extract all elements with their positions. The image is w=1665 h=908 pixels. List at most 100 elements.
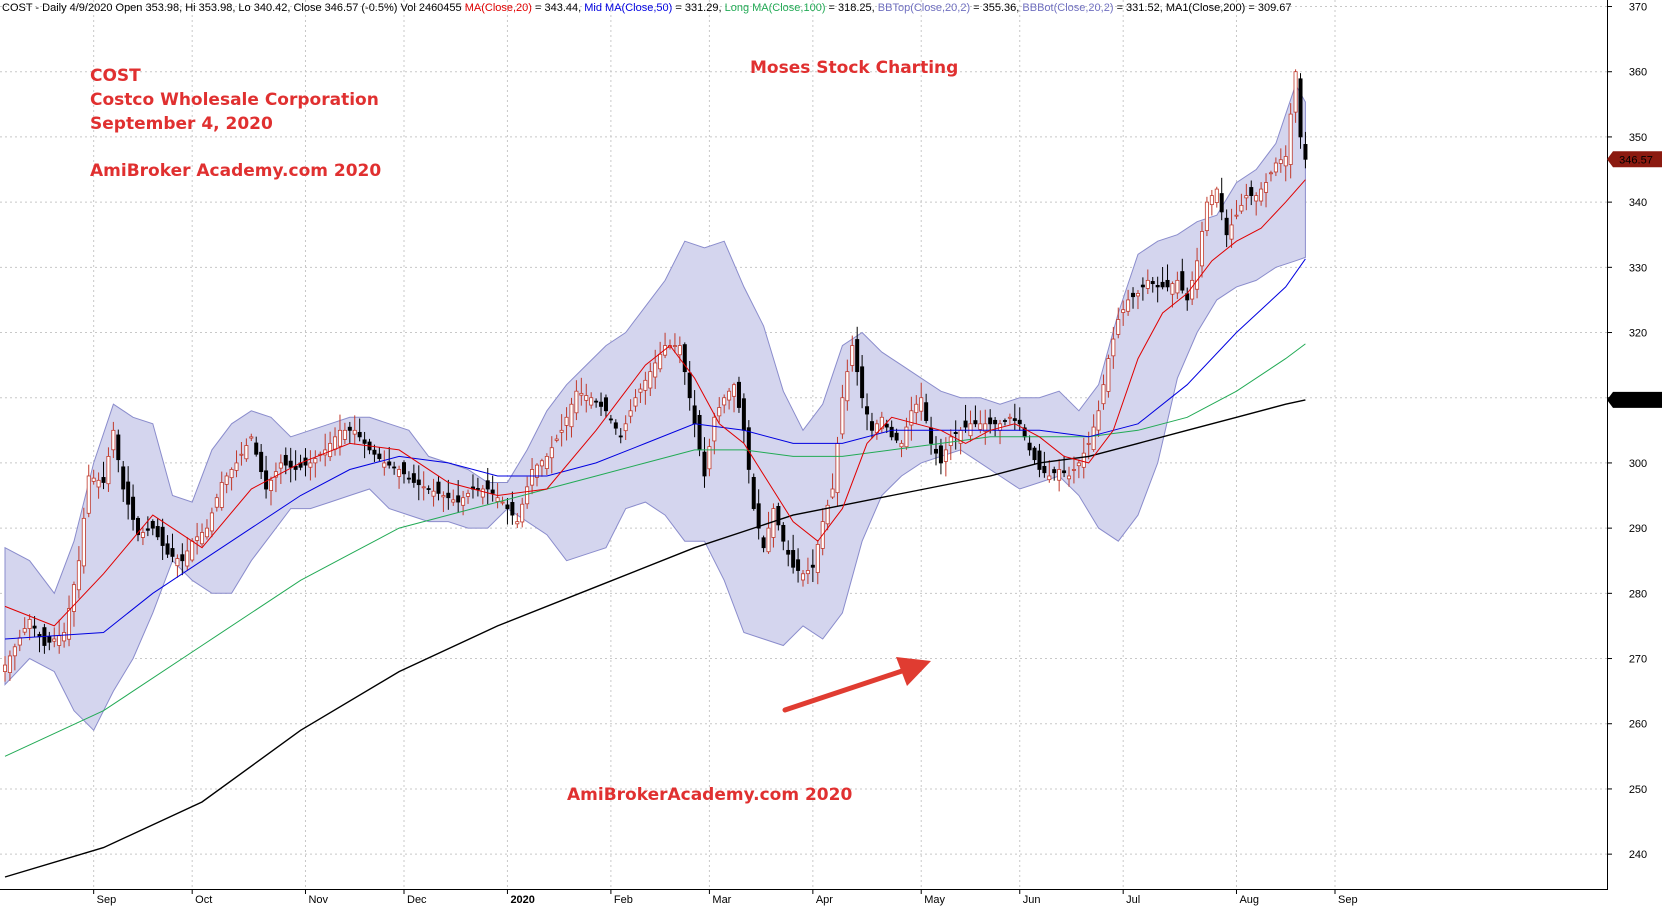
candle [244, 438, 249, 462]
candle [1195, 247, 1200, 299]
candle [544, 453, 549, 475]
candle [924, 393, 929, 424]
candle [313, 450, 318, 478]
candle [766, 511, 771, 554]
annotation-site-bottom: AmiBrokerAcademy.com 2020 [567, 785, 852, 805]
candle [401, 460, 406, 484]
candle [446, 479, 451, 510]
y-tick-label: 270 [1629, 654, 1647, 666]
candle [815, 539, 820, 585]
candle [505, 498, 510, 525]
candle [879, 411, 884, 434]
annotations: COST Costco Wholesale Corporation Septem… [90, 58, 958, 805]
candle [259, 444, 264, 479]
candle [421, 471, 426, 501]
candle [1209, 189, 1214, 216]
candle [564, 407, 569, 441]
y-tick-label: 330 [1629, 262, 1647, 274]
candle [27, 614, 32, 641]
ma200-price-value: 309.669 [1616, 395, 1656, 407]
candle [909, 396, 914, 441]
header-ma50: Mid MA(Close,50) [584, 2, 672, 14]
candle [283, 447, 288, 475]
candle [786, 540, 791, 567]
candle [214, 493, 219, 512]
candle [101, 461, 106, 490]
x-axis-ticks: Sep Oct Nov Dec 2020 Feb Mar Apr May Jun Jul Aug Sep [93, 890, 1358, 906]
x-tick-label: Oct [195, 894, 212, 906]
candle [1076, 459, 1081, 479]
candle [574, 380, 579, 421]
candle [372, 444, 377, 462]
candle [963, 404, 968, 433]
candle [357, 418, 362, 442]
candle [490, 475, 495, 502]
candle [111, 421, 116, 459]
candle [771, 503, 776, 548]
candle [1131, 287, 1136, 309]
candle [76, 546, 81, 599]
candle [47, 631, 52, 651]
candle [219, 471, 224, 511]
header-bbtop-value: = 355.36, [970, 2, 1022, 14]
candle [643, 371, 648, 405]
candle [466, 489, 471, 504]
candle [278, 454, 283, 484]
candle [535, 463, 540, 487]
x-tick-label: Mar [712, 894, 731, 906]
candle [810, 549, 815, 583]
candle [1145, 269, 1150, 295]
candle [1135, 290, 1140, 310]
candle [1234, 200, 1239, 220]
y-tick-label: 320 [1629, 328, 1647, 340]
candle [515, 513, 520, 529]
annotation-company: Costco Wholesale Corporation [90, 90, 379, 110]
candle [613, 419, 618, 435]
candle [1012, 403, 1017, 431]
candle [165, 535, 170, 558]
candle [180, 543, 185, 576]
candle [623, 415, 628, 441]
candle [126, 466, 131, 520]
candle [382, 450, 387, 476]
candle [569, 397, 574, 438]
candle [1140, 277, 1145, 301]
candle [431, 478, 436, 507]
y-tick-label: 370 [1629, 2, 1647, 14]
candle [1268, 170, 1273, 182]
header-ma200: MA1(Close,200) [1166, 2, 1245, 14]
candle [121, 461, 126, 502]
x-tick-label: Feb [614, 894, 633, 906]
candle [175, 554, 180, 578]
annotation-date: September 4, 2020 [90, 114, 273, 134]
candle [672, 333, 677, 354]
candle [52, 627, 57, 648]
candle [7, 650, 12, 681]
candle [1283, 145, 1288, 182]
candle [702, 437, 707, 488]
candle [717, 397, 722, 423]
candle [1249, 180, 1254, 206]
candle [594, 398, 599, 408]
annotation-site-left: AmiBroker Academy.com 2020 [90, 161, 381, 181]
candle [96, 472, 101, 499]
candle [328, 431, 333, 462]
candle [860, 355, 865, 409]
candle [943, 437, 948, 477]
candle [229, 467, 234, 491]
candle [697, 410, 702, 457]
candle [1067, 466, 1072, 487]
header-ma100-value: = 318.25, [825, 2, 877, 14]
candle [525, 476, 530, 509]
candle [1027, 435, 1032, 456]
candle [81, 507, 86, 574]
y-tick-label: 360 [1629, 67, 1647, 79]
candle [406, 471, 411, 484]
y-tick-label: 290 [1629, 523, 1647, 535]
candle [485, 467, 490, 505]
trend-arrow [782, 657, 931, 713]
candle [549, 436, 554, 474]
header-ma50-value: = 331.29, [672, 2, 724, 14]
candle [603, 394, 608, 418]
candle [32, 616, 37, 638]
